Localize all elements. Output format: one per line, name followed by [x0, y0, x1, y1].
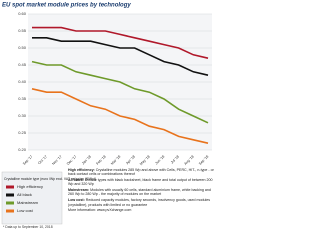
legend-label: High efficiency: [17, 184, 43, 189]
x-tick-label: Nov '17: [51, 155, 62, 166]
descriptions: High efficiency: Crystalline modules 285…: [68, 168, 214, 214]
legend-label: Low cost: [17, 208, 34, 213]
series-line: [32, 26, 209, 59]
series-line: [31, 88, 209, 144]
more-info: More information: www.pvXchange.com: [68, 208, 132, 213]
series-line: [32, 36, 209, 76]
description-text: Module types with black backsheet, black…: [68, 178, 213, 187]
description-text: Reduced capacity modules, factory second…: [68, 198, 211, 207]
description-term: High efficiency:: [68, 168, 95, 172]
description-term: All black:: [68, 178, 84, 183]
description: Mainstream: Modules with usually 60 cell…: [68, 188, 214, 197]
x-tick-label: May '18: [139, 155, 151, 167]
x-tick-label: Oct '17: [37, 155, 48, 166]
y-tick-label: 0.60: [18, 11, 27, 16]
x-tick-label: Jan '18: [81, 155, 92, 166]
y-tick-label: 0.55: [18, 28, 27, 33]
series-line: [31, 60, 209, 124]
y-tick-label: 0.45: [18, 62, 27, 67]
description: High efficiency: Crystalline modules 285…: [68, 168, 214, 177]
y-tick-label: 0.30: [18, 113, 27, 118]
description-term: Mainstream:: [68, 188, 90, 193]
legend-swatch: [6, 209, 14, 213]
y-tick-label: 0.25: [18, 130, 27, 135]
legend-label: All black: [17, 192, 32, 197]
page: EU spot market module prices by technolo…: [1, 2, 214, 229]
legend-swatch: [6, 201, 14, 205]
x-tick-label: Jul '18: [170, 155, 180, 165]
description: All black: Module types with black backs…: [68, 178, 214, 187]
legend-title: Crystalline module type (euro /Wp excl. …: [4, 177, 96, 181]
legend-swatch: [6, 185, 14, 189]
y-tick-label: 0.50: [18, 45, 27, 50]
chart-title: EU spot market module prices by technolo…: [2, 3, 131, 9]
x-tick-label: Apr '18: [125, 155, 136, 166]
description-text: Crystalline modules 285 Wp and above wit…: [68, 168, 214, 177]
description: Low cost: Reduced capacity modules, fact…: [68, 198, 214, 207]
description-text: Modules with usually 60 cells, standard …: [68, 188, 211, 197]
chart: EU spot market module prices by technolo…: [1, 3, 212, 229]
x-tick-label: Jun '18: [154, 155, 165, 166]
x-tick-label: Dec '17: [66, 155, 77, 166]
x-tick-label: Feb '18: [95, 155, 106, 166]
x-tick-label: Sep '17: [22, 155, 33, 166]
footnote: * Data up to September 10, 2018: [3, 225, 53, 229]
x-tick-label: Mar '18: [110, 155, 121, 166]
x-tick-label: Sep '18: [198, 155, 209, 166]
description-term: Low cost:: [68, 198, 85, 203]
legend-swatch: [6, 193, 14, 197]
legend-box: [1, 171, 63, 225]
y-tick-label: 0.20: [18, 147, 27, 152]
legend-label: Mainstream: [17, 200, 39, 205]
x-tick-label: Aug '18: [183, 155, 194, 166]
y-tick-label: 0.40: [18, 79, 27, 84]
y-tick-label: 0.35: [18, 96, 27, 101]
